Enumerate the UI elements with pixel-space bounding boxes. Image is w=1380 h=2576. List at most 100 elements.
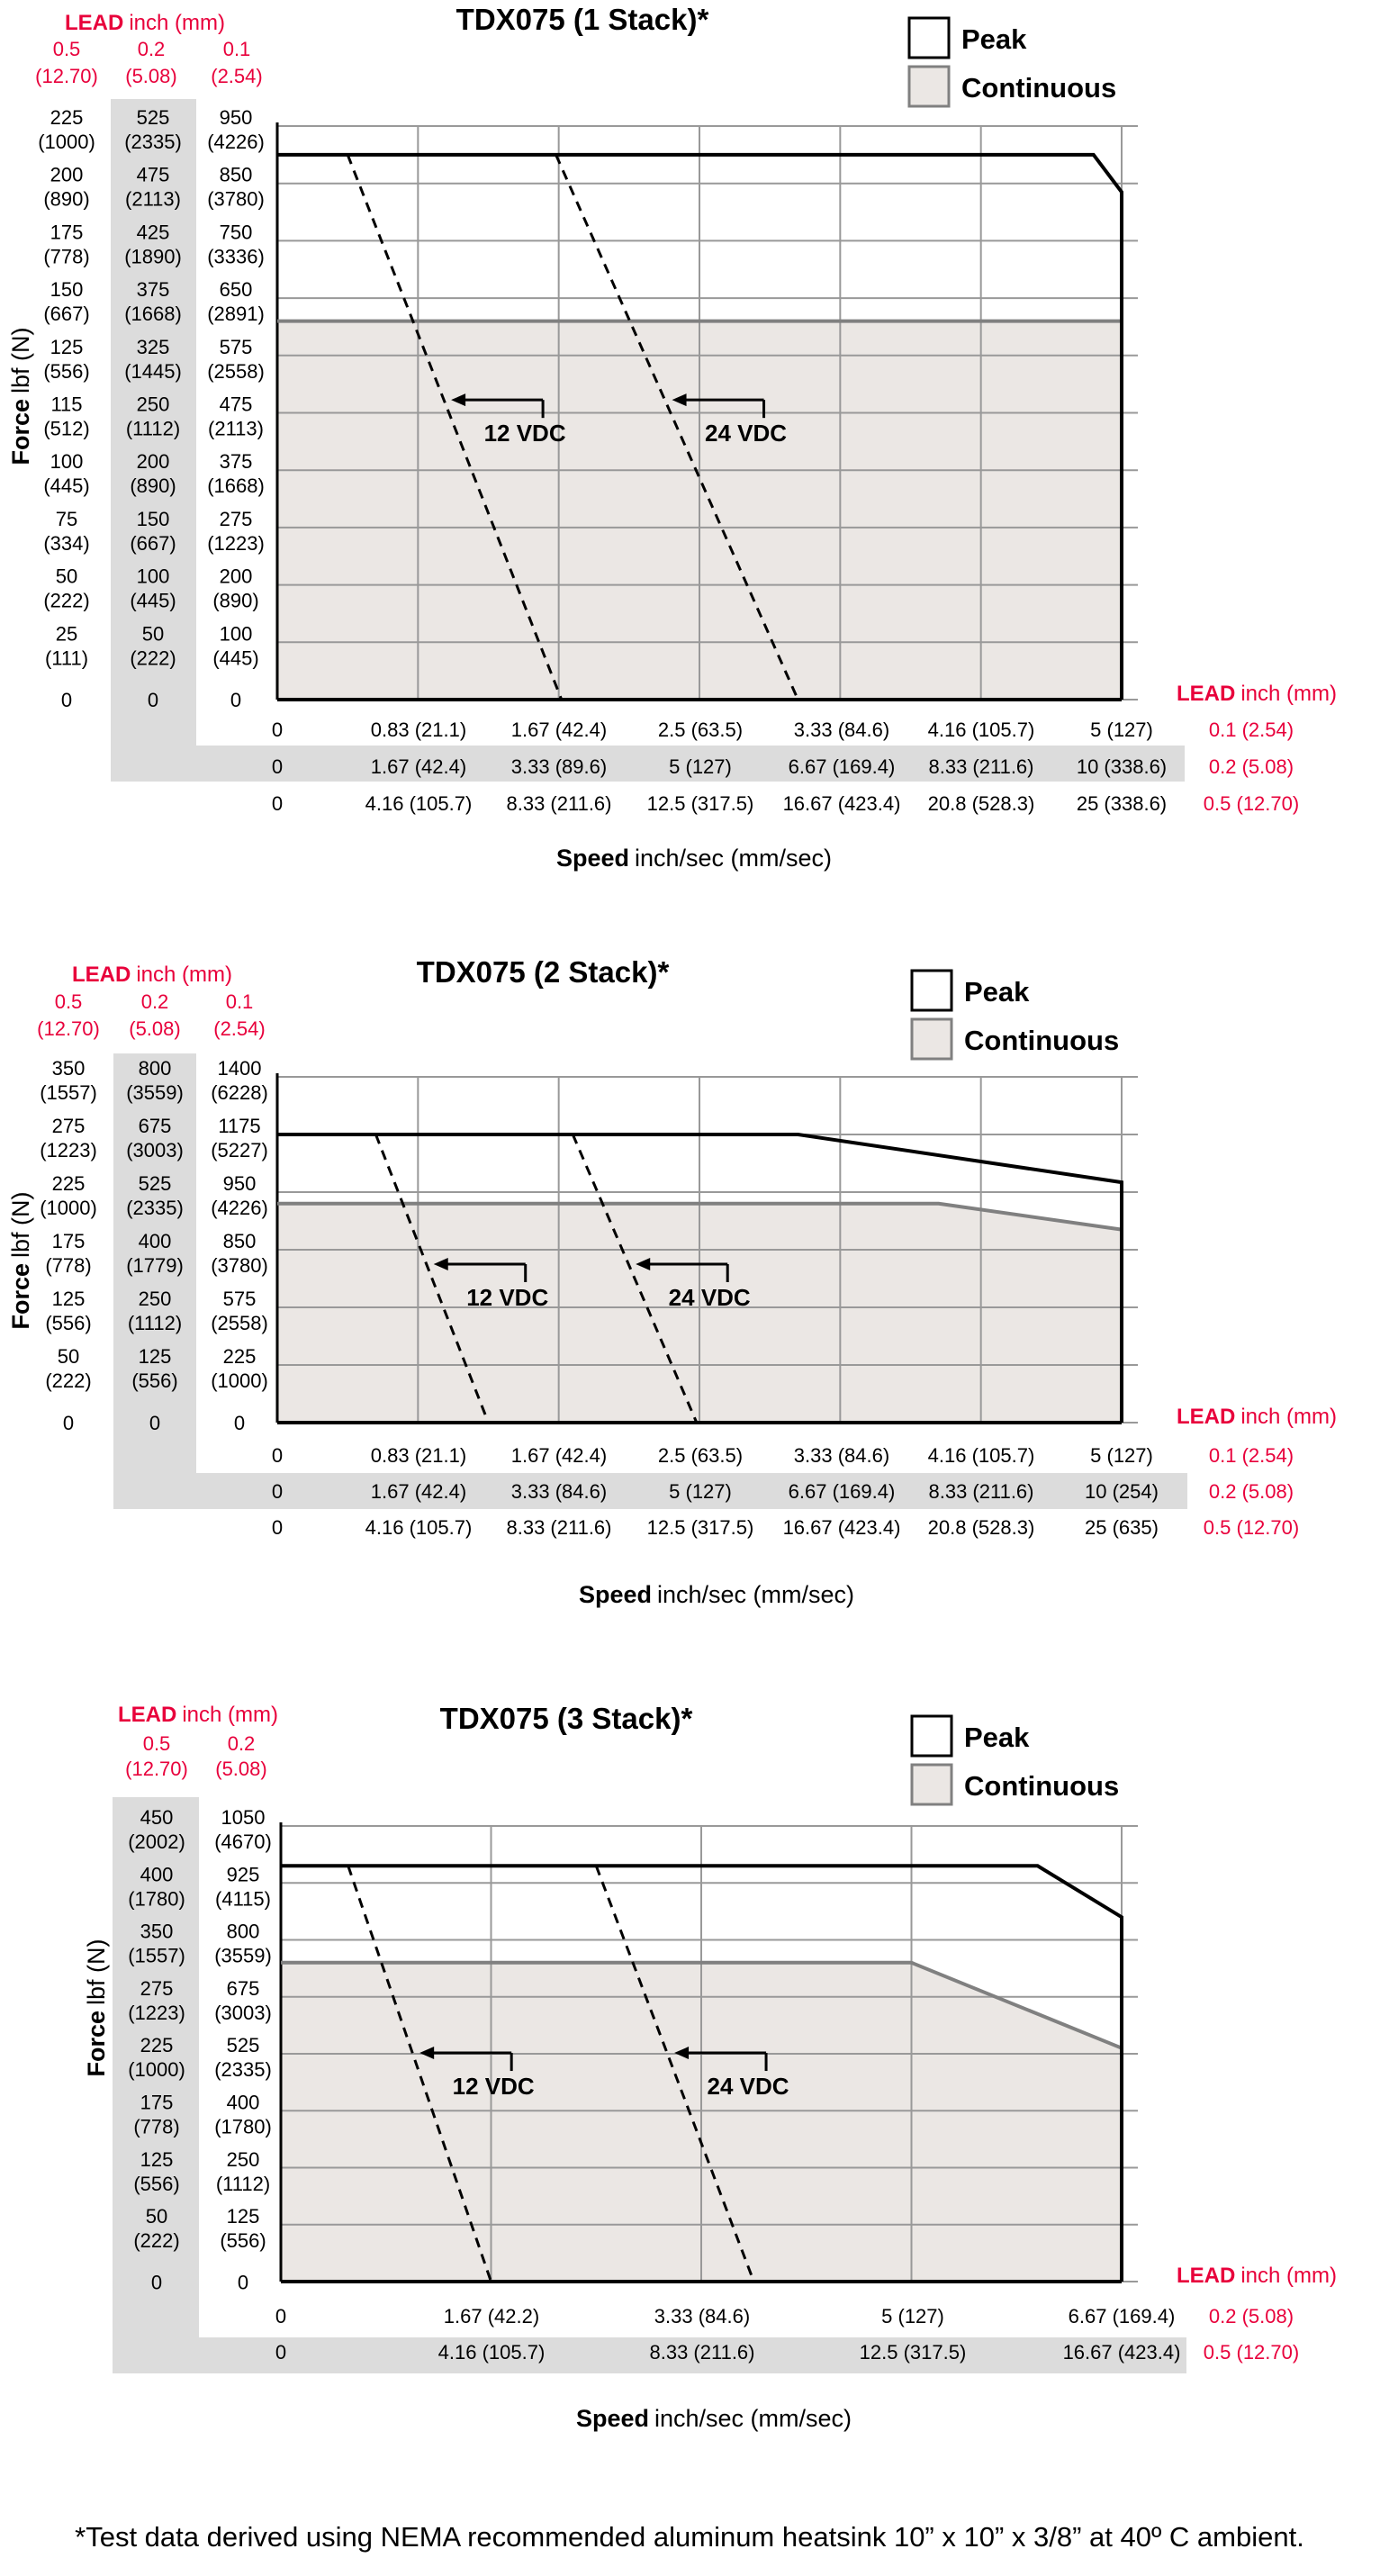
y-tick-value-n: (1112) xyxy=(128,1312,182,1334)
y-tick-label: 250(1112) xyxy=(216,2148,270,2195)
lead-bold: LEAD xyxy=(1177,2264,1235,2288)
legend-continuous-label: Continuous xyxy=(964,1770,1119,1802)
y-tick-label: 1050(4670) xyxy=(214,1806,272,1853)
y-tick-label: 225(1000) xyxy=(128,2034,185,2081)
y-tick-value-n: (512) xyxy=(43,418,89,440)
lead-header: LEAD inch (mm) xyxy=(72,963,232,987)
y-tick-value: 100 xyxy=(50,450,84,473)
x-tick-label: 4.16 (105.7) xyxy=(438,2341,546,2364)
y-tick-value: 325 xyxy=(137,336,170,358)
y-tick-value-n: (445) xyxy=(130,590,176,612)
lead-unit: inch (mm) xyxy=(182,1703,278,1727)
y-tick-value-n: (222) xyxy=(43,590,89,612)
y-tick-label: 525(2335) xyxy=(214,2034,272,2081)
x-tick-label: 12.5 (317.5) xyxy=(647,1516,754,1539)
lead-header: LEAD inch (mm) xyxy=(65,11,225,35)
y-tick-value: 50 xyxy=(58,1345,79,1368)
lead-value-mm: (2.54) xyxy=(211,65,262,87)
arrow-head-icon xyxy=(672,393,687,407)
shaded-lead-row xyxy=(111,746,1185,782)
shaded-lead-column xyxy=(113,1053,196,1509)
peak-line xyxy=(281,1864,1123,2282)
x-tick-label: 5 (127) xyxy=(1090,719,1153,741)
y-tick-label: 450(2002) xyxy=(128,1806,185,1853)
x-tick-label: 0 xyxy=(272,1516,283,1539)
lead-value: 0.5 xyxy=(55,990,83,1013)
y-tick-value-n: (2558) xyxy=(207,360,265,383)
lead-bold: LEAD xyxy=(118,1703,176,1727)
y-tick-label: 50(222) xyxy=(43,565,89,612)
lead-unit: inch (mm) xyxy=(1240,1405,1337,1429)
chart-title: TDX075 (2 Stack)* xyxy=(417,955,670,989)
x-tick-label: 25 (338.6) xyxy=(1077,792,1167,815)
x-tick-label: 0 xyxy=(272,1480,283,1503)
y-tick-value: 1050 xyxy=(221,1806,266,1829)
x-tick-label: 8.33 (211.6) xyxy=(506,1516,611,1539)
y-tick-value: 525 xyxy=(137,106,170,129)
y-tick-value-n: (1000) xyxy=(211,1369,268,1392)
y-tick-label: 225(1000) xyxy=(40,1172,97,1219)
y-tick-value: 50 xyxy=(142,622,164,645)
x-tick-label: 8.33 (211.6) xyxy=(928,755,1033,778)
y-tick-value: 175 xyxy=(50,221,84,243)
y-tick-value-n: (2002) xyxy=(128,1830,185,1853)
y-tick-value-n: (667) xyxy=(130,532,176,555)
x-tick-label: 10 (254) xyxy=(1085,1480,1159,1503)
y-tick-value: 800 xyxy=(139,1057,172,1080)
y-tick-label: 575(2558) xyxy=(211,1288,268,1334)
y-tick-value-n: (2891) xyxy=(207,303,265,325)
y-tick-value-n: (1000) xyxy=(128,2058,185,2081)
chart-title: TDX075 (1 Stack)* xyxy=(456,3,709,36)
voltage-line-1 xyxy=(346,154,564,700)
y-tick-label: 800(3559) xyxy=(126,1057,184,1104)
y-tick-label: 50(222) xyxy=(133,2205,179,2252)
y-tick-value: 125 xyxy=(227,2205,260,2228)
y-tick-value-n: (3559) xyxy=(126,1081,184,1104)
y-tick-value: 200 xyxy=(220,565,253,588)
y-tick-value-n: (556) xyxy=(131,1369,177,1392)
shaded-lead-column xyxy=(113,1797,199,2373)
x-tick-label: 0.83 (21.1) xyxy=(371,1444,466,1467)
voltage-label: 24 VDC xyxy=(669,1284,751,1311)
y-tick-value: 400 xyxy=(140,1863,174,1885)
y-tick-label: 400(1780) xyxy=(214,2092,272,2138)
x-row-lead: 0.2 (5.08) xyxy=(1209,1480,1294,1503)
lead-value-mm: (5.08) xyxy=(215,1758,266,1780)
y-tick-value-n: (1000) xyxy=(38,131,95,153)
y-tick-label: 100(445) xyxy=(43,450,89,497)
y-tick-value-n: (890) xyxy=(130,475,176,497)
y-tick-value: 225 xyxy=(140,2034,174,2056)
y-tick-label: 0 xyxy=(230,689,241,711)
y-tick-value: 950 xyxy=(220,106,253,129)
lead-bold: LEAD xyxy=(1177,1405,1235,1429)
lead-value-mm: (12.70) xyxy=(37,1017,100,1040)
x-tick-label: 12.5 (317.5) xyxy=(647,792,754,815)
lead-value: 0.2 xyxy=(138,38,166,60)
force-axis-title: Force lbf (N) xyxy=(83,1939,110,2076)
force-axis-title: Force lbf (N) xyxy=(7,1191,34,1329)
speed-bold: Speed xyxy=(579,1581,652,1608)
y-tick-value: 50 xyxy=(146,2205,167,2228)
y-tick-label: 850(3780) xyxy=(211,1230,268,1277)
y-tick-label: 125(556) xyxy=(220,2205,266,2252)
x-tick-label: 0 xyxy=(272,1444,283,1467)
y-tick-label: 750(3336) xyxy=(207,221,265,267)
lead-value: 0.5 xyxy=(53,38,81,60)
legend-peak-swatch xyxy=(907,16,951,59)
y-tick-value-n: (556) xyxy=(133,2173,179,2195)
y-tick-value: 450 xyxy=(140,1806,174,1829)
y-tick-label: 275(1223) xyxy=(207,508,265,555)
y-tick-value: 125 xyxy=(140,2148,174,2171)
legend-peak-label: Peak xyxy=(961,23,1027,55)
y-tick-value-n: (556) xyxy=(45,1312,91,1334)
y-tick-value: 225 xyxy=(223,1345,257,1368)
speed-unit: inch/sec (mm/sec) xyxy=(635,845,832,872)
x-tick-label: 6.67 (169.4) xyxy=(1069,2305,1176,2327)
lead-unit: inch (mm) xyxy=(1240,682,1337,706)
y-tick-value: 50 xyxy=(56,565,77,588)
y-tick-label: 200(890) xyxy=(130,450,176,497)
y-tick-label: 1400(6228) xyxy=(211,1057,268,1104)
y-tick-value-n: (890) xyxy=(212,590,258,612)
y-tick-value: 200 xyxy=(137,450,170,473)
